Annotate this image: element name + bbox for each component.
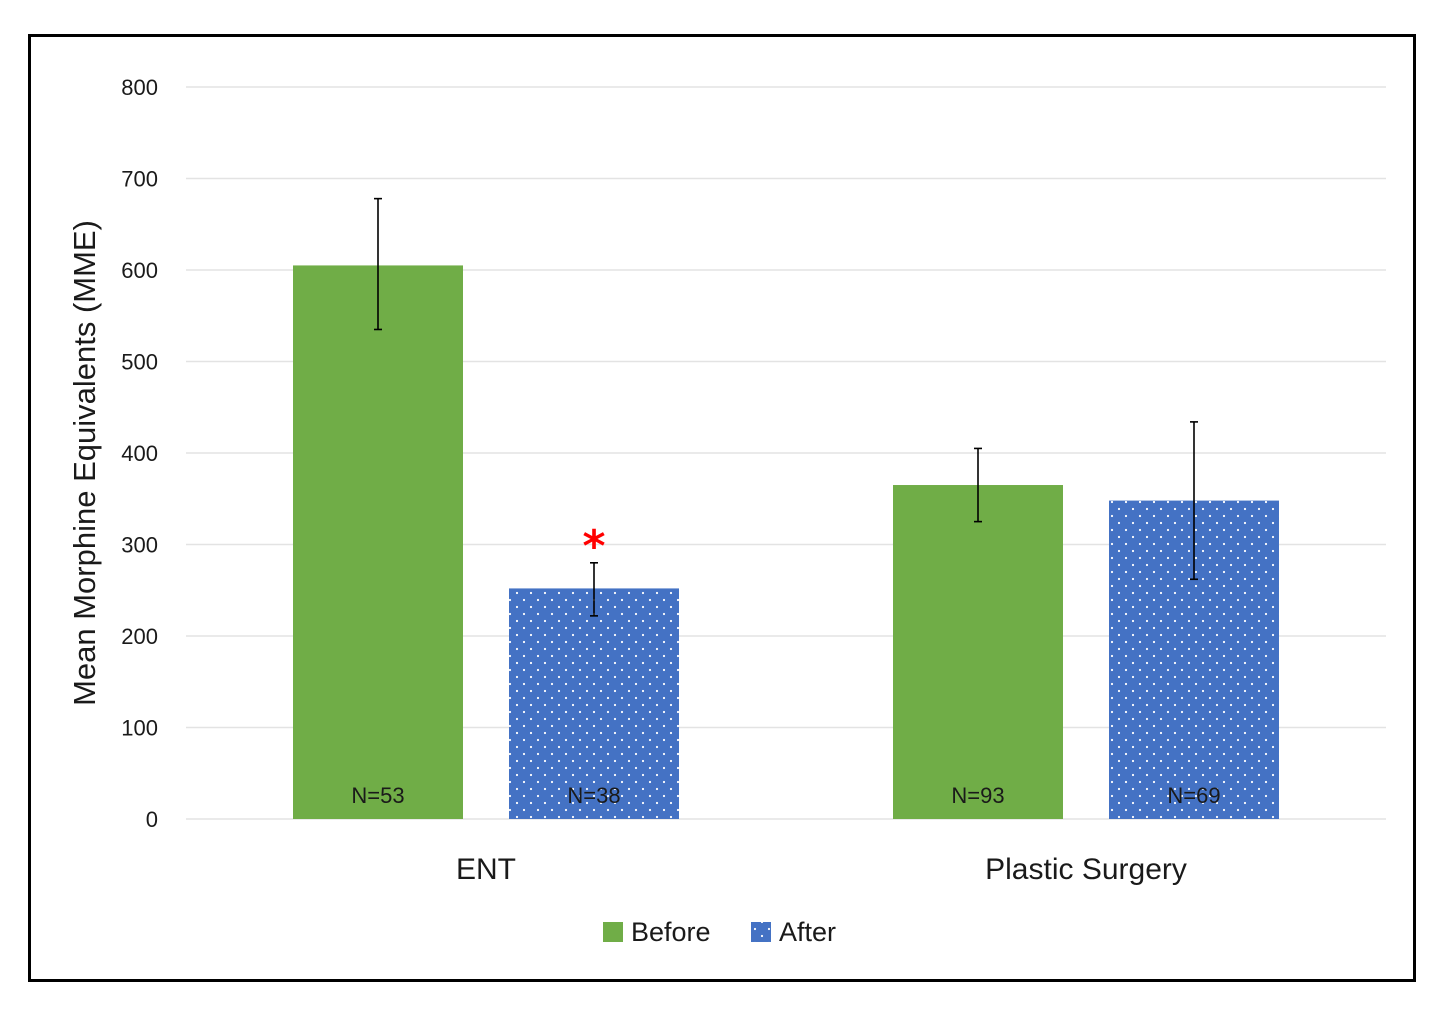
y-tick-label: 200 [121, 624, 158, 649]
x-category-label: ENT [456, 853, 516, 886]
y-tick-label: 300 [121, 533, 158, 558]
legend-swatch-before [603, 922, 623, 942]
chart-frame: 0 100 200 300 400 500 600 700 800 N=53 N=38 * ENT N=9… [28, 34, 1416, 982]
y-tick-label: 600 [121, 258, 158, 283]
y-tick-label: 500 [121, 350, 158, 375]
n-label: N=53 [351, 783, 404, 808]
bar-before-plastic-surgery [893, 485, 1063, 819]
n-label: N=69 [1167, 783, 1220, 808]
y-tick-label: 100 [121, 716, 158, 741]
legend-label-after: After [779, 917, 836, 947]
legend-swatch-after [751, 922, 771, 942]
bar-after-ent [509, 588, 679, 819]
bar-chart: 0 100 200 300 400 500 600 700 800 N=53 N=38 * ENT N=9… [67, 75, 1386, 947]
n-label: N=93 [951, 783, 1004, 808]
n-label: N=38 [567, 783, 620, 808]
significance-marker: * [582, 521, 605, 572]
y-tick-label: 700 [121, 167, 158, 192]
y-tick-label: 800 [121, 75, 158, 100]
y-tick-label: 400 [121, 441, 158, 466]
legend-label-before: Before [631, 917, 711, 947]
legend: Before After [603, 917, 836, 947]
y-tick-label: 0 [146, 807, 158, 832]
bar-before-ent [293, 265, 463, 819]
y-axis-title: Mean Morphine Equivalents (MME) [67, 220, 102, 706]
x-category-label: Plastic Surgery [985, 853, 1187, 886]
